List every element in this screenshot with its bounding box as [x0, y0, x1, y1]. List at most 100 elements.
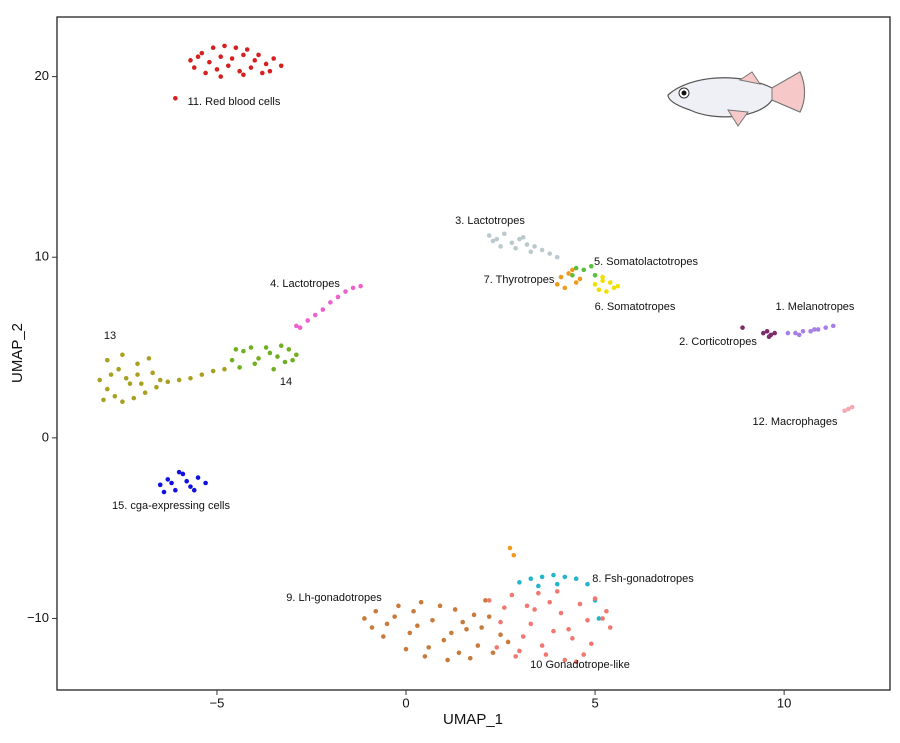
point: [441, 637, 447, 643]
point: [536, 590, 541, 596]
point: [146, 356, 152, 361]
point: [195, 54, 201, 60]
point: [486, 233, 492, 238]
point: [766, 334, 772, 340]
point: [498, 244, 503, 249]
point: [411, 608, 416, 614]
point: [229, 56, 235, 61]
point: [139, 381, 144, 386]
point: [191, 487, 197, 493]
point: [328, 300, 333, 305]
x-tick-label: −5: [210, 695, 225, 710]
point: [467, 655, 473, 661]
point: [539, 643, 545, 648]
point: [490, 238, 496, 244]
point: [494, 645, 500, 650]
point: [513, 245, 518, 251]
x-axis-title: UMAP_1: [443, 711, 503, 728]
point: [823, 325, 829, 330]
point: [104, 386, 110, 392]
point: [600, 274, 605, 280]
point: [585, 617, 590, 623]
point: [256, 356, 261, 361]
point: [233, 347, 239, 352]
point: [785, 330, 791, 336]
point: [120, 352, 125, 358]
cluster-label: 4. Lactotropes: [270, 278, 340, 290]
point: [511, 552, 517, 558]
cluster-label: 3. Lactotropes: [455, 215, 525, 227]
point: [222, 366, 227, 372]
point: [248, 65, 254, 70]
point: [577, 276, 583, 282]
point: [793, 330, 798, 336]
point: [449, 630, 454, 636]
y-tick-label: 0: [42, 429, 49, 444]
point: [611, 285, 617, 291]
cluster-label: 14: [280, 376, 292, 388]
x-tick-label: 5: [591, 695, 598, 710]
point: [218, 54, 224, 60]
point: [263, 61, 269, 67]
point: [241, 52, 246, 58]
point: [407, 630, 413, 636]
point: [207, 59, 212, 65]
point: [241, 72, 246, 78]
point: [502, 605, 507, 610]
point: [278, 343, 284, 349]
point: [422, 654, 428, 659]
point: [169, 480, 174, 486]
point: [195, 475, 201, 480]
cluster-label: 8. Fsh-gonadotropes: [592, 573, 694, 585]
point: [581, 267, 587, 273]
point: [509, 592, 515, 598]
point: [252, 361, 258, 367]
point: [101, 397, 106, 403]
point: [486, 614, 492, 619]
point: [437, 603, 443, 609]
cluster-label: 11. Red blood cells: [188, 96, 281, 108]
point: [604, 289, 609, 294]
point: [464, 627, 469, 632]
point: [116, 366, 121, 372]
cluster-label: 13: [104, 330, 116, 342]
point: [237, 68, 242, 74]
point: [547, 251, 552, 256]
point: [524, 603, 530, 609]
point: [830, 323, 836, 329]
point: [203, 70, 208, 76]
point: [403, 646, 409, 652]
point: [761, 330, 766, 336]
point: [335, 294, 341, 300]
point: [229, 357, 235, 363]
point: [615, 283, 621, 289]
point: [131, 395, 137, 401]
point: [282, 359, 288, 365]
point: [588, 263, 594, 269]
point: [188, 484, 193, 489]
x-tick-label: 0: [402, 695, 409, 710]
point: [392, 614, 397, 619]
point: [244, 47, 250, 52]
point: [562, 285, 568, 291]
point: [607, 280, 613, 285]
point: [498, 619, 503, 625]
point: [127, 381, 133, 386]
point: [233, 45, 239, 51]
point: [191, 65, 197, 70]
point: [161, 489, 167, 495]
point: [286, 347, 292, 352]
point: [312, 312, 318, 318]
point: [256, 52, 261, 58]
point: [498, 632, 503, 638]
point: [764, 328, 770, 334]
point: [358, 283, 363, 289]
point: [112, 394, 118, 399]
point: [267, 68, 273, 74]
point: [271, 366, 276, 372]
point: [513, 654, 518, 659]
point: [278, 63, 284, 69]
point: [772, 330, 777, 336]
point: [173, 487, 178, 493]
point: [551, 572, 556, 578]
